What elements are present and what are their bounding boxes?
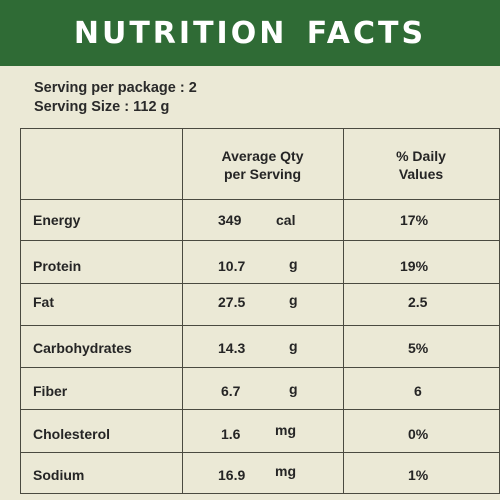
qty-header-line2: per Serving [223, 166, 302, 182]
nutrient-unit: g [289, 256, 298, 272]
column-divider [182, 128, 183, 494]
qty-header-line1: Average Qty [221, 148, 304, 164]
serving-per-package: Serving per package : 2 [34, 80, 197, 96]
nutrient-name: Sodium [33, 467, 85, 483]
nutrient-daily: 2.5 [408, 294, 428, 310]
nutrient-daily: 6 [414, 383, 422, 399]
nutrient-unit: mg [275, 463, 296, 479]
nutrient-name: Energy [33, 212, 81, 228]
daily-header-line2: Values [398, 166, 444, 182]
nutrient-qty: 6.7 [221, 383, 241, 399]
daily-column-header: % Daily Values [343, 147, 499, 183]
nutrient-qty: 27.5 [218, 294, 246, 310]
nutrient-name: Protein [33, 258, 82, 274]
nutrient-daily: 17% [400, 212, 429, 228]
table-top-border [20, 128, 500, 129]
nutrient-daily: 0% [408, 426, 429, 442]
serving-size: Serving Size : 112 g [34, 99, 170, 115]
title-bar: NUTRITION FACTS [0, 0, 500, 66]
row-divider [20, 367, 500, 368]
nutrient-qty: 16.9 [218, 467, 246, 483]
nutrient-name: Fiber [33, 383, 68, 399]
serving-info: Serving per package : 2 Serving Size : 1… [34, 79, 197, 117]
nutrient-daily: 19% [400, 258, 429, 274]
nutrient-qty: 14.3 [218, 340, 246, 356]
nutrient-qty: 1.6 [221, 426, 241, 442]
nutrient-name: Fat [33, 294, 54, 310]
header-bottom-border [20, 199, 500, 200]
row-divider [20, 240, 500, 241]
table-bottom-border [20, 493, 500, 494]
nutrient-unit: g [289, 338, 298, 354]
nutrient-name: Cholesterol [33, 426, 111, 442]
page-title: NUTRITION FACTS [73, 15, 427, 51]
qty-column-header: Average Qty per Serving [182, 147, 343, 183]
row-divider [20, 325, 500, 326]
row-divider [20, 452, 500, 453]
column-divider [20, 128, 21, 494]
nutrient-daily: 5% [408, 340, 429, 356]
nutrient-unit: g [289, 292, 298, 308]
row-divider [20, 409, 500, 410]
nutrient-qty: 349 [218, 212, 242, 228]
nutrient-name: Carbohydrates [33, 340, 132, 356]
row-divider [20, 283, 500, 284]
nutrient-daily: 1% [408, 467, 429, 483]
nutrient-unit: mg [275, 422, 296, 438]
daily-header-line1: % Daily [396, 148, 446, 164]
column-divider [343, 128, 344, 494]
nutrient-unit: g [289, 381, 298, 397]
nutrient-unit: cal [276, 212, 296, 228]
nutrient-qty: 10.7 [218, 258, 246, 274]
